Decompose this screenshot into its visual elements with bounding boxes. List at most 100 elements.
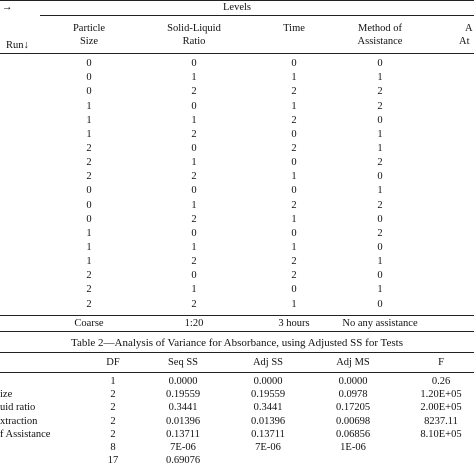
- table2-cell-seq: 0.13711: [166, 428, 200, 440]
- table1-cell-method-of-assistance: 1: [377, 128, 383, 140]
- table1-cell-particle-size: 0: [86, 72, 92, 84]
- table2-cell-f: 2.00E+05: [420, 402, 462, 414]
- table1-cell-method-of-assistance: 2: [377, 227, 383, 239]
- table2-cell-seq: 0.01396: [165, 415, 201, 427]
- table1-cell-solid-liquid-ratio: 0: [191, 100, 197, 112]
- table1-cell-solid-liquid-ratio: 2: [191, 213, 197, 225]
- table1-header-rule: [0, 53, 474, 54]
- table1-cell-particle-size: 0: [86, 185, 92, 197]
- table2-caption: Table 2—Analysis of Variance for Absorba…: [71, 337, 403, 349]
- table1-cell-time: 2: [291, 142, 297, 154]
- table1-cell-solid-liquid-ratio: 0: [191, 185, 197, 197]
- table2-header-rule: [0, 372, 474, 373]
- col-header-cut-line1: A: [465, 23, 473, 34]
- table1-cell-solid-liquid-ratio: 1: [191, 284, 197, 296]
- col-header-time-line1: Time: [283, 23, 305, 34]
- table2-cell-label: f Assistance: [0, 428, 51, 440]
- table1-cell-method-of-assistance: 0: [377, 171, 383, 183]
- table1-cell-solid-liquid-ratio: 1: [191, 114, 197, 126]
- footer-method: No any assistance: [342, 318, 418, 329]
- table1-cell-time: 2: [291, 199, 297, 211]
- table2-cell-seq: 7E-06: [170, 442, 196, 453]
- col-header-method-line1: Method of: [357, 23, 403, 34]
- table1-cell-solid-liquid-ratio: 0: [191, 270, 197, 282]
- table1-cell-time: 0: [291, 157, 297, 169]
- table2-cell-f: 1.20E+05: [420, 389, 462, 401]
- table1-cell-method-of-assistance: 0: [377, 114, 383, 126]
- table1-cell-particle-size: 0: [86, 86, 92, 98]
- t2-header-adj-ms: Adj MS: [336, 357, 370, 368]
- table1-cell-time: 1: [291, 100, 297, 112]
- table2-cell-df: 17: [107, 455, 119, 467]
- table2-cell-df: 8: [110, 442, 116, 453]
- t2-header-f: F: [438, 357, 444, 368]
- table2-cell-ms: 0.17205: [335, 402, 371, 414]
- table1-cell-particle-size: 1: [86, 227, 92, 239]
- table1-cell-particle-size: 2: [86, 171, 92, 183]
- table1-cell-method-of-assistance: 0: [377, 298, 383, 310]
- table1-cell-method-of-assistance: 1: [377, 142, 383, 154]
- table2-cell-ms: 0.0000: [338, 376, 368, 387]
- table1-cell-method-of-assistance: 1: [377, 185, 383, 197]
- table1-cell-method-of-assistance: 0: [377, 270, 383, 282]
- table2-cell-adj: 0.0000: [253, 376, 283, 387]
- table1-cell-solid-liquid-ratio: 2: [191, 256, 197, 268]
- table1-cell-time: 0: [291, 58, 297, 69]
- table2-cell-ms: 0.00698: [335, 415, 371, 427]
- table1-bottom-rule: [0, 331, 474, 332]
- table2-cell-adj: 0.13711: [251, 428, 285, 440]
- footer-particle-size: Coarse: [74, 318, 104, 329]
- table1-cell-particle-size: 1: [86, 256, 92, 268]
- table1-cell-time: 0: [291, 227, 297, 239]
- table1-cell-particle-size: 1: [86, 242, 92, 253]
- table2-cell-df: 2: [110, 415, 116, 427]
- levels-rule: [40, 15, 474, 16]
- table2-top-rule: [0, 352, 474, 353]
- table1-cell-particle-size: 2: [86, 157, 92, 169]
- footer-solid-liquid: 1:20: [184, 318, 204, 329]
- table1-cell-particle-size: 2: [86, 284, 92, 296]
- arrow-right: →: [2, 2, 13, 13]
- table1-cell-time: 1: [291, 171, 297, 183]
- table2-cell-f: 8237.11: [424, 415, 458, 427]
- table1-cell-method-of-assistance: 2: [377, 86, 383, 98]
- table2-cell-label: uid ratio: [0, 402, 36, 414]
- table1-cell-particle-size: 2: [86, 142, 92, 154]
- table1-cell-method-of-assistance: 0: [377, 242, 383, 253]
- table1-top-rule: [0, 0, 474, 1]
- table2-cell-df: 2: [110, 402, 116, 414]
- table1-cell-particle-size: 1: [86, 114, 92, 126]
- table1-cell-solid-liquid-ratio: 0: [191, 227, 197, 239]
- table1-cell-solid-liquid-ratio: 1: [191, 157, 197, 169]
- table1-cell-method-of-assistance: 1: [377, 284, 383, 296]
- table1-cell-solid-liquid-ratio: 2: [191, 298, 197, 310]
- table2-cell-label: ize: [0, 389, 13, 401]
- table1-cell-particle-size: 1: [86, 128, 92, 140]
- table1-cell-time: 1: [291, 242, 297, 253]
- t2-header-df: DF: [106, 357, 120, 368]
- table1-cell-solid-liquid-ratio: 2: [191, 86, 197, 98]
- table2-cell-ms: 1E-06: [340, 442, 366, 453]
- table1-cell-time: 2: [291, 86, 297, 98]
- table2-cell-df: 2: [110, 428, 116, 440]
- table1-cell-time: 2: [291, 270, 297, 282]
- table2-cell-label: xtraction: [0, 415, 38, 427]
- run-label: Run↓: [6, 40, 29, 51]
- table1-cell-particle-size: 2: [86, 270, 92, 282]
- table1-cell-method-of-assistance: 1: [377, 72, 383, 84]
- table1-footer-rule: [0, 315, 474, 316]
- table2-cell-df: 2: [110, 389, 116, 401]
- table1-cell-particle-size: 2: [86, 298, 92, 310]
- t2-header-adj-ss: Adj SS: [252, 357, 284, 368]
- table2-cell-ms: 0.06856: [335, 428, 371, 440]
- table2-cell-seq: 0.19559: [165, 389, 201, 401]
- footer-time: 3 hours: [278, 318, 310, 329]
- table1-cell-time: 1: [291, 72, 297, 84]
- table1-cell-particle-size: 0: [86, 199, 92, 211]
- table2-cell-ms: 0.0978: [338, 389, 368, 401]
- table2-cell-adj: 0.01396: [250, 415, 286, 427]
- table1-cell-time: 1: [291, 213, 297, 225]
- table2-cell-adj: 0.19559: [250, 389, 286, 401]
- table1-cell-solid-liquid-ratio: 2: [191, 171, 197, 183]
- table1-cell-time: 0: [291, 128, 297, 140]
